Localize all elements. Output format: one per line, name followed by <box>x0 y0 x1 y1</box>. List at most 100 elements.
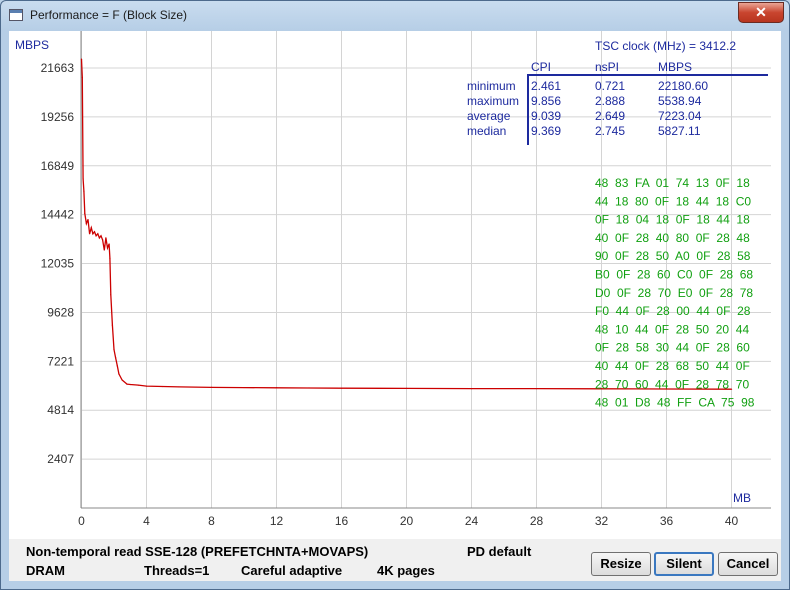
y-tick-label: 14442 <box>41 208 75 222</box>
data-point <box>178 386 180 388</box>
stats-mbps-value: 5538.94 <box>658 94 702 108</box>
stats-row-label: average <box>467 109 511 123</box>
hex-dump-line: 40 44 0F 28 68 50 44 0F <box>595 359 750 373</box>
test-description: Non-temporal read SSE-128 (PREFETCHNTA+M… <box>26 544 369 559</box>
stats-cpi-value: 9.369 <box>531 124 561 138</box>
stats-cpi-value: 9.856 <box>531 94 561 108</box>
page-size: 4K pages <box>377 563 435 578</box>
hex-dump-line: 28 70 60 44 0F 28 78 70 <box>595 377 749 391</box>
data-point <box>162 385 164 388</box>
measurement-mode: Careful adaptive <box>241 563 343 578</box>
data-point <box>111 324 113 326</box>
data-point <box>145 385 148 387</box>
data-point <box>340 387 343 389</box>
data-point <box>308 387 310 389</box>
close-button[interactable]: ✕ <box>738 2 784 23</box>
client-area: 2407 4814 7221 9628 12035 14442 16849 19256 2166… <box>9 31 781 581</box>
stats-mbps-value: 5827.11 <box>658 124 701 138</box>
cancel-button[interactable]: Cancel <box>718 552 778 576</box>
hex-dump-line: F0 44 0F 28 00 44 0F 28 <box>595 304 751 318</box>
data-point <box>106 247 109 249</box>
y-tick-label: 21663 <box>41 61 75 75</box>
data-point <box>84 212 86 215</box>
stats-column-header: CPI <box>531 60 551 74</box>
data-point <box>82 178 84 180</box>
stats-nspi-value: 2.888 <box>595 94 625 108</box>
hex-dump-line: 44 18 80 0F 18 44 18 C0 <box>595 194 751 208</box>
x-tick-label: 36 <box>660 514 674 528</box>
data-point <box>83 190 85 192</box>
data-point <box>730 388 733 390</box>
y-tick-label: 19256 <box>41 110 75 124</box>
app-window-icon <box>9 9 23 21</box>
stats-column-header: MBPS <box>658 60 692 74</box>
stats-row-label: minimum <box>467 79 516 93</box>
y-tick-label: 7221 <box>47 354 74 368</box>
hex-dump-line: 0F 28 58 30 44 0F 28 60 <box>595 341 750 355</box>
x-tick-label: 28 <box>530 514 544 528</box>
hex-dump-line: B0 0F 28 60 C0 0F 28 68 <box>595 268 753 282</box>
silent-button[interactable]: Silent <box>654 552 714 576</box>
data-point <box>243 386 245 389</box>
data-point <box>89 233 91 235</box>
x-tick-label: 8 <box>208 514 215 528</box>
data-point <box>81 76 83 79</box>
data-point <box>275 387 278 389</box>
title-bar[interactable]: Performance = F (Block Size) ✕ <box>1 1 789 31</box>
stats-cpi-value: 9.039 <box>531 109 561 123</box>
data-point <box>97 233 99 235</box>
y-tick-label: 16849 <box>41 159 75 173</box>
hex-dump-line: 48 01 D8 48 FF CA 75 98 <box>595 396 755 410</box>
stats-nspi-value: 2.649 <box>595 109 625 123</box>
stats-mbps-value: 7223.04 <box>658 109 702 123</box>
data-point <box>126 383 128 385</box>
hex-dump-line: 0F 18 04 18 0F 18 44 18 <box>595 213 750 227</box>
data-point <box>113 348 115 351</box>
data-point <box>665 388 668 390</box>
data-point <box>116 365 118 367</box>
data-point <box>470 387 473 390</box>
data-point <box>100 235 102 237</box>
memory-type: DRAM <box>26 563 65 578</box>
data-point <box>108 243 110 245</box>
data-point <box>85 223 87 225</box>
data-point <box>105 237 107 239</box>
data-point <box>98 237 100 239</box>
data-point <box>109 257 111 259</box>
data-point <box>90 227 92 229</box>
x-tick-label: 16 <box>335 514 349 528</box>
hex-dump-line: 90 0F 28 50 A0 0F 28 58 <box>595 249 751 263</box>
x-axis-title: MB <box>733 491 751 505</box>
data-point <box>129 383 131 386</box>
data-point <box>87 218 89 221</box>
resize-button[interactable]: Resize <box>591 552 651 576</box>
performance-chart: 2407 4814 7221 9628 12035 14442 16849 19256 2166… <box>15 31 771 528</box>
stats-column-header: nsPI <box>595 60 619 74</box>
data-point <box>118 373 120 375</box>
data-point <box>137 384 139 386</box>
data-point <box>110 294 112 296</box>
window-title: Performance = F (Block Size) <box>30 8 188 22</box>
stats-row-label: median <box>467 124 506 138</box>
data-point <box>535 387 538 390</box>
data-point <box>80 58 83 60</box>
stats-nspi-value: 0.721 <box>595 79 625 93</box>
tsc-clock-label: TSC clock (MHz) = 3412.2 <box>595 39 736 53</box>
data-point <box>103 249 105 251</box>
y-tick-label: 4814 <box>47 403 74 417</box>
hex-dump-line: 48 10 44 0F 28 50 20 44 <box>595 322 749 336</box>
x-tick-label: 12 <box>270 514 284 528</box>
y-tick-label: 9628 <box>47 305 74 319</box>
y-axis-title: MBPS <box>15 38 49 52</box>
data-point <box>93 231 96 233</box>
data-point <box>95 235 97 237</box>
data-point <box>115 357 117 359</box>
x-tick-label: 20 <box>400 514 414 528</box>
data-point <box>121 379 123 381</box>
x-tick-label: 40 <box>725 514 739 528</box>
data-point <box>600 388 603 390</box>
x-tick-label: 4 <box>143 514 150 528</box>
thread-count: Threads=1 <box>144 563 210 578</box>
x-tick-label: 32 <box>595 514 609 528</box>
